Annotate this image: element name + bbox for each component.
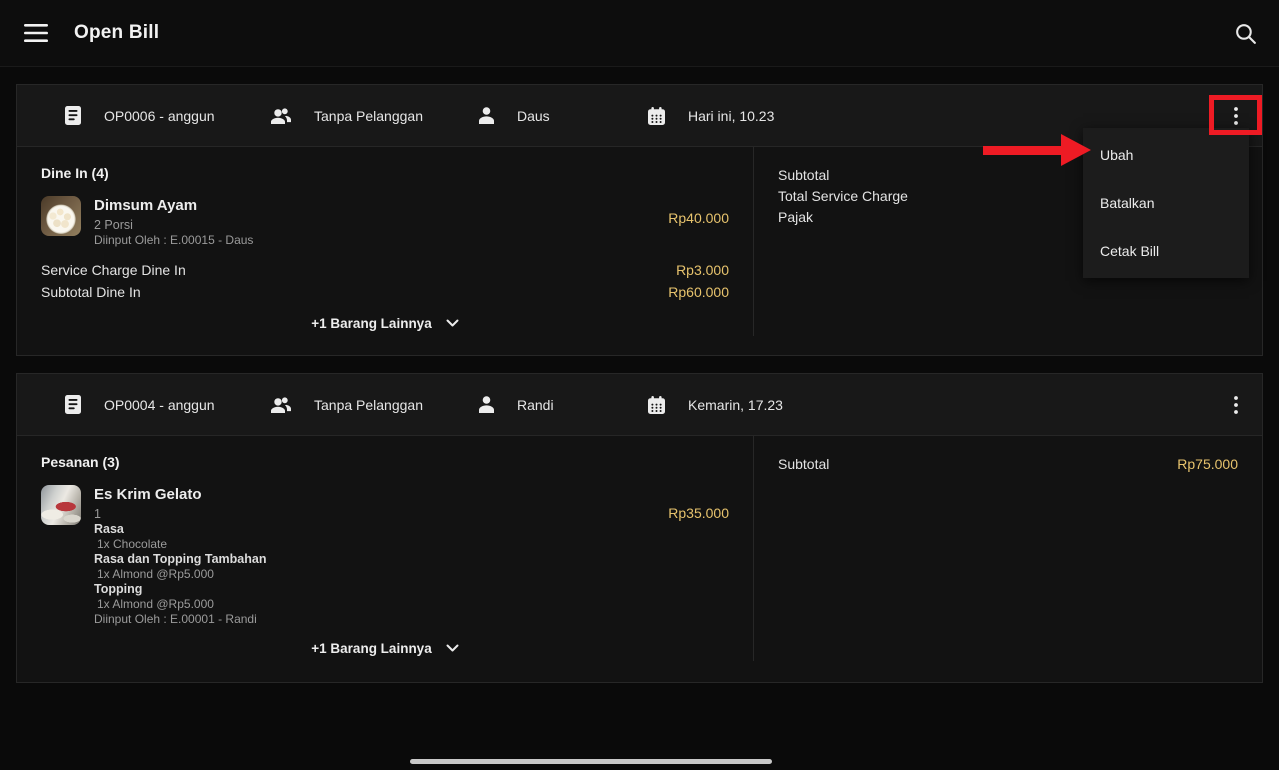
bill-card-header: OP0004 - anggun Tanpa Pelanggan Randi Ke… xyxy=(17,374,1262,436)
item-option-label: Rasa xyxy=(94,522,124,536)
time-group: Kemarin, 17.23 xyxy=(648,374,783,435)
summary-row: Subtotal xyxy=(778,164,1238,185)
fee-value: Rp60.000 xyxy=(668,284,729,300)
bill-card-header: OP0006 - anggun Tanpa Pelanggan Daus Har… xyxy=(17,85,1262,147)
item-option-label: Topping xyxy=(94,582,143,596)
fee-row: Service Charge Dine In Rp3.000 xyxy=(41,260,729,280)
bill-code: OP0004 - anggun xyxy=(104,396,215,413)
bill-card-body: Pesanan (3) Es Krim Gelato 1 Rasa 1x Cho… xyxy=(17,436,1262,661)
chevron-down-icon xyxy=(446,644,459,652)
bill-time: Hari ini, 10.23 xyxy=(688,107,775,124)
bill-card-op0004: OP0004 - anggun Tanpa Pelanggan Randi Ke… xyxy=(16,373,1263,683)
item-option-value: 1x Chocolate xyxy=(97,537,168,551)
item-name: Es Krim Gelato xyxy=(94,486,202,503)
menu-button[interactable] xyxy=(16,15,56,51)
show-more-items-button[interactable]: +1 Barang Lainnya xyxy=(305,310,464,336)
order-items-column: Dine In (4) Dimsum Ayam 2 Porsi Diinput … xyxy=(17,147,754,336)
item-price: Rp35.000 xyxy=(668,505,729,521)
show-more-label: +1 Barang Lainnya xyxy=(311,640,432,656)
item-name: Dimsum Ayam xyxy=(94,197,198,214)
summary-row: Subtotal Rp75.000 xyxy=(778,453,1238,474)
customer-name: Tanpa Pelanggan xyxy=(314,107,423,124)
employee-name: Randi xyxy=(517,396,554,413)
page-title: Open Bill xyxy=(74,22,160,43)
customer-group: Tanpa Pelanggan xyxy=(271,85,423,146)
item-qty: 2 Porsi xyxy=(94,218,133,232)
menu-item-ubah[interactable]: Ubah xyxy=(1083,131,1249,179)
customer-group: Tanpa Pelanggan xyxy=(271,374,423,435)
order-items-column: Pesanan (3) Es Krim Gelato 1 Rasa 1x Cho… xyxy=(17,436,754,661)
show-more-label: +1 Barang Lainnya xyxy=(311,315,432,331)
search-icon xyxy=(1233,21,1258,46)
receipt-icon xyxy=(65,395,81,414)
menu-item-batalkan[interactable]: Batalkan xyxy=(1083,179,1249,227)
show-more-items-button[interactable]: +1 Barang Lainnya xyxy=(305,635,464,661)
bill-actions-kebab-button[interactable] xyxy=(1214,95,1258,137)
bill-summary-column: Subtotal Total Service Charge Pajak xyxy=(754,147,1262,336)
item-input-by: Diinput Oleh : E.00001 - Randi xyxy=(94,612,257,626)
calendar-icon xyxy=(648,106,665,125)
bill-code-group: OP0006 - anggun xyxy=(65,85,215,146)
summary-value: Rp75.000 xyxy=(1177,455,1238,472)
bill-card-op0006: OP0006 - anggun Tanpa Pelanggan Daus Har… xyxy=(16,84,1263,356)
fee-row: Subtotal Dine In Rp60.000 xyxy=(41,282,729,302)
bill-code: OP0006 - anggun xyxy=(104,107,215,124)
summary-label: Pajak xyxy=(778,208,814,225)
calendar-icon xyxy=(648,395,665,414)
employee-name: Daus xyxy=(517,107,550,124)
order-item: Es Krim Gelato 1 Rasa 1x Chocolate Rasa … xyxy=(41,485,729,627)
bill-code-group: OP0004 - anggun xyxy=(65,374,215,435)
order-section-title: Pesanan (3) xyxy=(41,454,120,470)
order-item: Dimsum Ayam 2 Porsi Diinput Oleh : E.000… xyxy=(41,196,729,248)
menu-item-cetak-bill[interactable]: Cetak Bill xyxy=(1083,227,1249,275)
summary-row: Pajak xyxy=(778,206,1238,227)
item-option-value: 1x Almond @Rp5.000 xyxy=(97,597,214,611)
item-photo xyxy=(41,196,81,236)
item-input-by: Diinput Oleh : E.00015 - Daus xyxy=(94,233,254,247)
receipt-icon xyxy=(65,106,81,125)
item-info: Dimsum Ayam 2 Porsi Diinput Oleh : E.000… xyxy=(94,196,253,248)
bill-time: Kemarin, 17.23 xyxy=(688,396,783,413)
bill-card-body: Dine In (4) Dimsum Ayam 2 Porsi Diinput … xyxy=(17,147,1262,336)
hamburger-icon xyxy=(24,23,48,43)
employee-group: Daus xyxy=(479,85,550,146)
person-icon xyxy=(479,396,494,413)
fee-label: Service Charge Dine In xyxy=(41,262,186,278)
summary-label: Subtotal xyxy=(778,166,830,183)
bill-actions-kebab-button[interactable] xyxy=(1214,384,1258,426)
kebab-icon xyxy=(1234,395,1238,414)
chevron-down-icon xyxy=(446,319,459,327)
search-button[interactable] xyxy=(1225,13,1266,54)
employee-group: Randi xyxy=(479,374,554,435)
item-price: Rp40.000 xyxy=(668,210,729,226)
summary-row: Total Service Charge xyxy=(778,185,1238,206)
fee-value: Rp3.000 xyxy=(676,262,729,278)
summary-label: Subtotal xyxy=(778,455,830,472)
time-group: Hari ini, 10.23 xyxy=(648,85,774,146)
item-option-value: 1x Almond @Rp5.000 xyxy=(97,567,214,581)
item-info: Es Krim Gelato 1 Rasa 1x Chocolate Rasa … xyxy=(94,485,266,627)
item-qty: 1 xyxy=(94,507,101,521)
people-icon xyxy=(271,107,291,124)
order-section-title: Dine In (4) xyxy=(41,165,109,181)
item-option-label: Rasa dan Topping Tambahan xyxy=(94,552,267,566)
top-app-bar: Open Bill xyxy=(0,0,1279,67)
person-icon xyxy=(479,107,494,124)
bill-actions-menu: Ubah Batalkan Cetak Bill xyxy=(1083,128,1249,278)
item-photo xyxy=(41,485,81,525)
bill-summary-column: Subtotal Rp75.000 xyxy=(754,436,1262,661)
kebab-icon xyxy=(1234,106,1238,125)
fee-label: Subtotal Dine In xyxy=(41,284,141,300)
people-icon xyxy=(271,396,291,413)
horizontal-scrollbar[interactable] xyxy=(410,759,772,764)
summary-label: Total Service Charge xyxy=(778,187,908,204)
customer-name: Tanpa Pelanggan xyxy=(314,396,423,413)
